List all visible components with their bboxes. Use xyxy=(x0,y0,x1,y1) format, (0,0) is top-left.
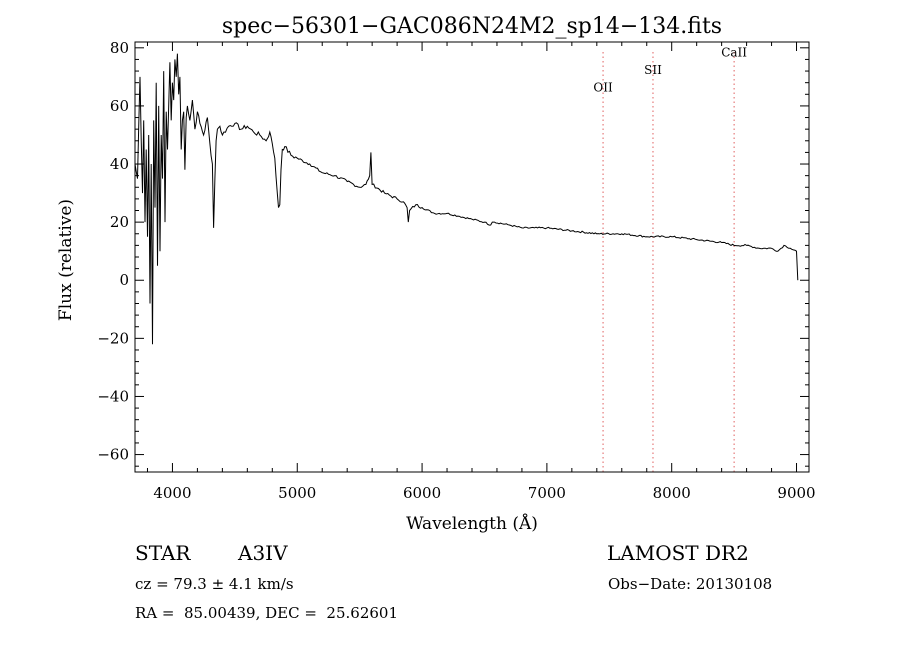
y-axis-label: Flux (relative) xyxy=(56,199,76,321)
object-subclass: A3IV xyxy=(238,541,288,565)
y-tick-label: −20 xyxy=(97,329,129,347)
y-tick-label: 40 xyxy=(110,155,129,173)
object-type: STAR xyxy=(135,541,191,565)
x-tick-label: 7000 xyxy=(528,484,566,502)
x-axis-label: Wavelength (Å) xyxy=(406,513,538,534)
y-tick-label: 60 xyxy=(110,97,129,115)
x-tick-label: 6000 xyxy=(403,484,441,502)
marker-label: CaII xyxy=(721,46,747,60)
y-tick-label: 20 xyxy=(110,213,129,231)
emission-line-markers: OII SII CaII xyxy=(593,46,747,472)
observation-date: Obs−Date: 20130108 xyxy=(608,575,773,593)
y-tick-label: −60 xyxy=(97,446,129,464)
plot-frame xyxy=(134,41,810,473)
axis-ticks xyxy=(135,42,809,472)
survey-name: LAMOST DR2 xyxy=(607,541,749,565)
chart-title: spec−56301−GAC086N24M2_sp14−134.fits xyxy=(222,14,722,39)
x-tick-label: 8000 xyxy=(653,484,691,502)
y-tick-label: 0 xyxy=(119,271,129,289)
marker-label: OII xyxy=(593,80,613,94)
y-tick-label: −40 xyxy=(97,387,129,405)
x-tick-label: 4000 xyxy=(153,484,191,502)
tick-labels: 4000 5000 6000 7000 8000 9000 −60 −40 −20 0 20 40 60… xyxy=(97,39,815,502)
x-tick-label: 5000 xyxy=(278,484,316,502)
coordinates: RA = 85.00439, DEC = 25.62601 xyxy=(135,604,399,622)
marker-label: SII xyxy=(644,63,662,77)
spectrum-line xyxy=(134,53,799,345)
x-tick-label: 9000 xyxy=(777,484,815,502)
redshift-velocity: cz = 79.3 ± 4.1 km/s xyxy=(135,575,294,593)
y-tick-label: 80 xyxy=(110,39,129,57)
